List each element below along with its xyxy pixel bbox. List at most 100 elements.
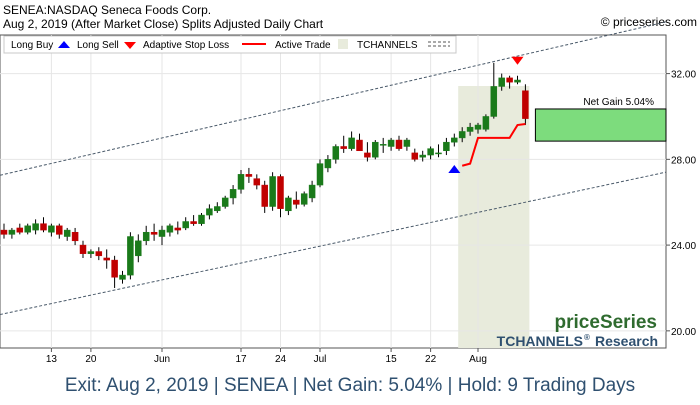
watermark-research: Research xyxy=(595,333,658,349)
footer-summary: Exit: Aug 2, 2019 | SENEA | Net Gain: 5.… xyxy=(65,375,635,396)
candle xyxy=(214,202,221,213)
candle xyxy=(293,191,300,209)
candle xyxy=(443,137,450,156)
candle-body xyxy=(490,86,498,117)
candle-body xyxy=(427,148,434,156)
candle-body xyxy=(221,197,229,207)
candle-body xyxy=(0,229,8,235)
candle xyxy=(261,180,268,213)
candle-body xyxy=(71,231,79,242)
legend: Long Buy Long Sell Adaptive Stop Loss Ac… xyxy=(3,35,457,54)
legend-stop-loss: Adaptive Stop Loss xyxy=(143,40,229,51)
candle xyxy=(403,137,411,151)
candle xyxy=(119,270,126,284)
candle xyxy=(285,195,292,216)
candle-body xyxy=(182,221,189,229)
candle-body xyxy=(372,141,379,158)
watermark-reg: ® xyxy=(584,333,590,342)
chart-subtitle: Aug 2, 2019 (After Market Close) Splits … xyxy=(3,17,324,31)
candle xyxy=(198,212,205,226)
candle-body xyxy=(395,139,403,149)
x-axis-ticks: 13 20 Jun 17 24 Jul 15 22 Aug xyxy=(46,348,487,365)
legend-tchannels: TCHANNELS xyxy=(357,40,418,51)
watermark-tchannels: TCHANNELS xyxy=(497,333,583,349)
candle-body xyxy=(514,79,521,83)
candle xyxy=(356,133,363,152)
candle-body xyxy=(8,229,16,235)
tchannel-lower-line xyxy=(0,171,667,316)
candle-body xyxy=(150,231,158,235)
candle-body xyxy=(364,152,371,158)
candle-body xyxy=(79,244,87,254)
candle xyxy=(482,114,490,132)
candle-body xyxy=(474,124,482,130)
candle xyxy=(316,159,324,188)
candle-body xyxy=(111,259,118,278)
candle xyxy=(174,221,182,235)
y-axis-ticks: 32.00 28.00 24.00 20.00 xyxy=(666,70,696,338)
candle-body xyxy=(135,240,142,257)
candle xyxy=(277,174,284,218)
candle-body xyxy=(253,178,261,186)
candle-body xyxy=(308,184,316,199)
candle xyxy=(127,232,134,280)
candle-body xyxy=(403,139,411,147)
candle-body xyxy=(466,126,474,132)
candle-body xyxy=(269,176,276,207)
candle-body xyxy=(214,206,221,212)
candle-body xyxy=(56,225,63,235)
candle xyxy=(103,249,110,269)
candle-body xyxy=(522,90,529,119)
candle xyxy=(158,225,166,246)
legend-active-trade-swatch xyxy=(338,39,348,49)
candle-body xyxy=(229,189,237,199)
x-tick-label: 15 xyxy=(386,354,398,365)
candle xyxy=(514,75,521,85)
legend-sell-arrow-icon xyxy=(124,42,136,49)
candle xyxy=(300,191,308,207)
candle-body xyxy=(277,176,284,209)
watermark-brand: priceSeries xyxy=(555,312,657,333)
candle xyxy=(142,225,150,246)
candle xyxy=(372,140,379,160)
candle-body xyxy=(332,146,340,160)
candle-body xyxy=(40,223,47,231)
candle-body xyxy=(127,236,134,276)
candle xyxy=(0,223,8,239)
candle xyxy=(458,127,466,143)
candle xyxy=(111,255,118,288)
candle-body xyxy=(324,159,332,169)
candle xyxy=(95,247,103,261)
y-tick-label: 32.00 xyxy=(671,70,696,81)
candle-body xyxy=(293,199,300,205)
candle xyxy=(79,240,87,258)
candle-body xyxy=(285,197,292,212)
candle xyxy=(190,215,197,226)
candle-body xyxy=(32,223,39,231)
candle-body xyxy=(506,77,513,83)
candle-body xyxy=(95,251,103,257)
x-tick-label: 13 xyxy=(46,354,58,365)
candle xyxy=(411,148,419,162)
candle xyxy=(182,217,189,231)
legend-long-sell: Long Sell xyxy=(77,40,119,51)
x-tick-label: Jul xyxy=(314,354,327,365)
candle-body xyxy=(419,154,426,158)
long-buy-arrow-icon xyxy=(448,165,461,174)
candle xyxy=(332,144,340,164)
candle xyxy=(206,204,213,220)
legend-long-buy: Long Buy xyxy=(11,40,53,51)
candle-body xyxy=(340,146,347,149)
candle xyxy=(56,223,63,239)
candle xyxy=(308,180,316,203)
candle xyxy=(324,155,332,173)
candle xyxy=(71,227,79,246)
candle xyxy=(221,195,229,209)
candle-body xyxy=(316,163,324,186)
candle xyxy=(237,170,245,194)
candle xyxy=(166,223,174,237)
candle-body xyxy=(237,174,245,190)
candle-body xyxy=(190,221,197,224)
